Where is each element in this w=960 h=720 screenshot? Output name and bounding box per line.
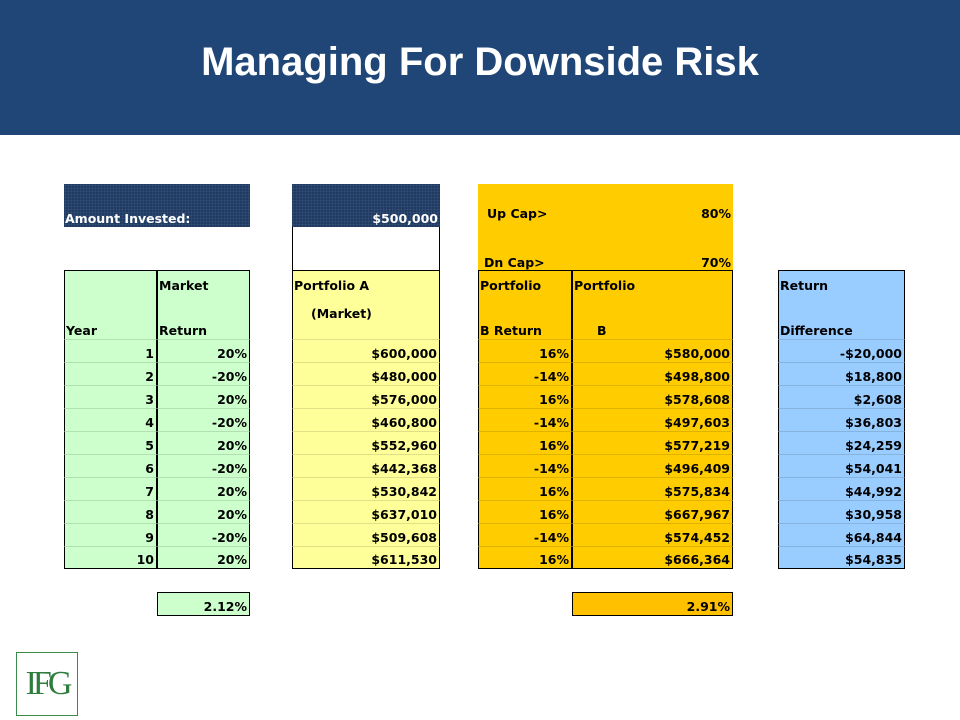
data-cell: $611,530 xyxy=(292,546,440,569)
data-cell: -14% xyxy=(478,362,572,385)
data-cell: 16% xyxy=(478,477,572,500)
data-cell: -20% xyxy=(157,523,250,546)
data-cell: $54,835 xyxy=(778,546,905,569)
data-cell: 16% xyxy=(478,500,572,523)
data-cell: 20% xyxy=(157,339,250,362)
data-cell: $442,368 xyxy=(292,454,440,477)
data-cell: 9 xyxy=(64,523,157,546)
title-banner xyxy=(0,0,960,135)
header-cell: B Return xyxy=(478,294,572,339)
header-cell: B xyxy=(572,294,733,339)
header-cell: Difference xyxy=(778,294,905,339)
data-cell: $577,219 xyxy=(572,431,733,454)
header-cell: Portfolio A xyxy=(292,270,440,294)
data-cell: 16% xyxy=(478,385,572,408)
blank-cell xyxy=(292,227,440,270)
header-cell: Portfolio xyxy=(572,270,733,294)
data-cell: $480,000 xyxy=(292,362,440,385)
up-cap: 80% xyxy=(701,206,731,221)
data-cell: -20% xyxy=(157,362,250,385)
data-cell: 7 xyxy=(64,477,157,500)
data-cell: 16% xyxy=(478,431,572,454)
data-cell: $530,842 xyxy=(292,477,440,500)
data-cell: $18,800 xyxy=(778,362,905,385)
data-cell: 6 xyxy=(64,454,157,477)
amount-label: Amount Invested: xyxy=(64,184,250,227)
dn-cap-label: Dn Cap> xyxy=(484,255,545,270)
data-cell: -20% xyxy=(157,408,250,431)
data-cell: $460,800 xyxy=(292,408,440,431)
header-cell: Return xyxy=(157,294,250,339)
data-cell: 3 xyxy=(64,385,157,408)
header-cell: Return xyxy=(778,270,905,294)
data-cell: $30,958 xyxy=(778,500,905,523)
data-cell: $600,000 xyxy=(292,339,440,362)
data-cell: -14% xyxy=(478,408,572,431)
dn-cap: 70% xyxy=(701,255,731,270)
data-cell: 16% xyxy=(478,339,572,362)
data-cell: -20% xyxy=(157,454,250,477)
data-cell: $509,608 xyxy=(292,523,440,546)
data-cell: $575,834 xyxy=(572,477,733,500)
data-cell: $552,960 xyxy=(292,431,440,454)
data-cell: $64,844 xyxy=(778,523,905,546)
data-cell: 10 xyxy=(64,546,157,569)
data-cell: -14% xyxy=(478,523,572,546)
data-cell: $580,000 xyxy=(572,339,733,362)
data-cell: $54,041 xyxy=(778,454,905,477)
cap-block xyxy=(478,184,733,270)
header-cell xyxy=(64,270,157,294)
amount: $500,000 xyxy=(292,184,440,227)
data-cell: 5 xyxy=(64,431,157,454)
data-cell: 20% xyxy=(157,385,250,408)
data-cell: $496,409 xyxy=(572,454,733,477)
data-cell: $637,010 xyxy=(292,500,440,523)
data-cell: 1 xyxy=(64,339,157,362)
header-cell: Year xyxy=(64,294,157,339)
data-cell: $666,364 xyxy=(572,546,733,569)
data-cell: $498,800 xyxy=(572,362,733,385)
header-cell: (Market) xyxy=(292,294,440,339)
header-cell: Market xyxy=(157,270,250,294)
header-cell: Portfolio xyxy=(478,270,572,294)
data-cell: $667,967 xyxy=(572,500,733,523)
data-cell: 2 xyxy=(64,362,157,385)
data-cell: -14% xyxy=(478,454,572,477)
data-cell: 20% xyxy=(157,546,250,569)
up-cap-label: Up Cap> xyxy=(487,206,548,221)
data-cell: $576,000 xyxy=(292,385,440,408)
logo: IFG xyxy=(16,652,78,716)
slide-title: Managing For Downside Risk xyxy=(201,40,759,84)
data-cell: $24,259 xyxy=(778,431,905,454)
data-cell: 4 xyxy=(64,408,157,431)
data-cell: -$20,000 xyxy=(778,339,905,362)
data-cell: 20% xyxy=(157,431,250,454)
data-cell: $574,452 xyxy=(572,523,733,546)
portfolio-b-average: 2.91% xyxy=(572,592,733,616)
data-cell: $44,992 xyxy=(778,477,905,500)
data-cell: 16% xyxy=(478,546,572,569)
data-cell: $2,608 xyxy=(778,385,905,408)
data-cell: 8 xyxy=(64,500,157,523)
data-cell: $497,603 xyxy=(572,408,733,431)
data-cell: 20% xyxy=(157,500,250,523)
data-cell: $36,803 xyxy=(778,408,905,431)
market-average: 2.12% xyxy=(157,592,250,616)
data-cell: $578,608 xyxy=(572,385,733,408)
data-cell: 20% xyxy=(157,477,250,500)
